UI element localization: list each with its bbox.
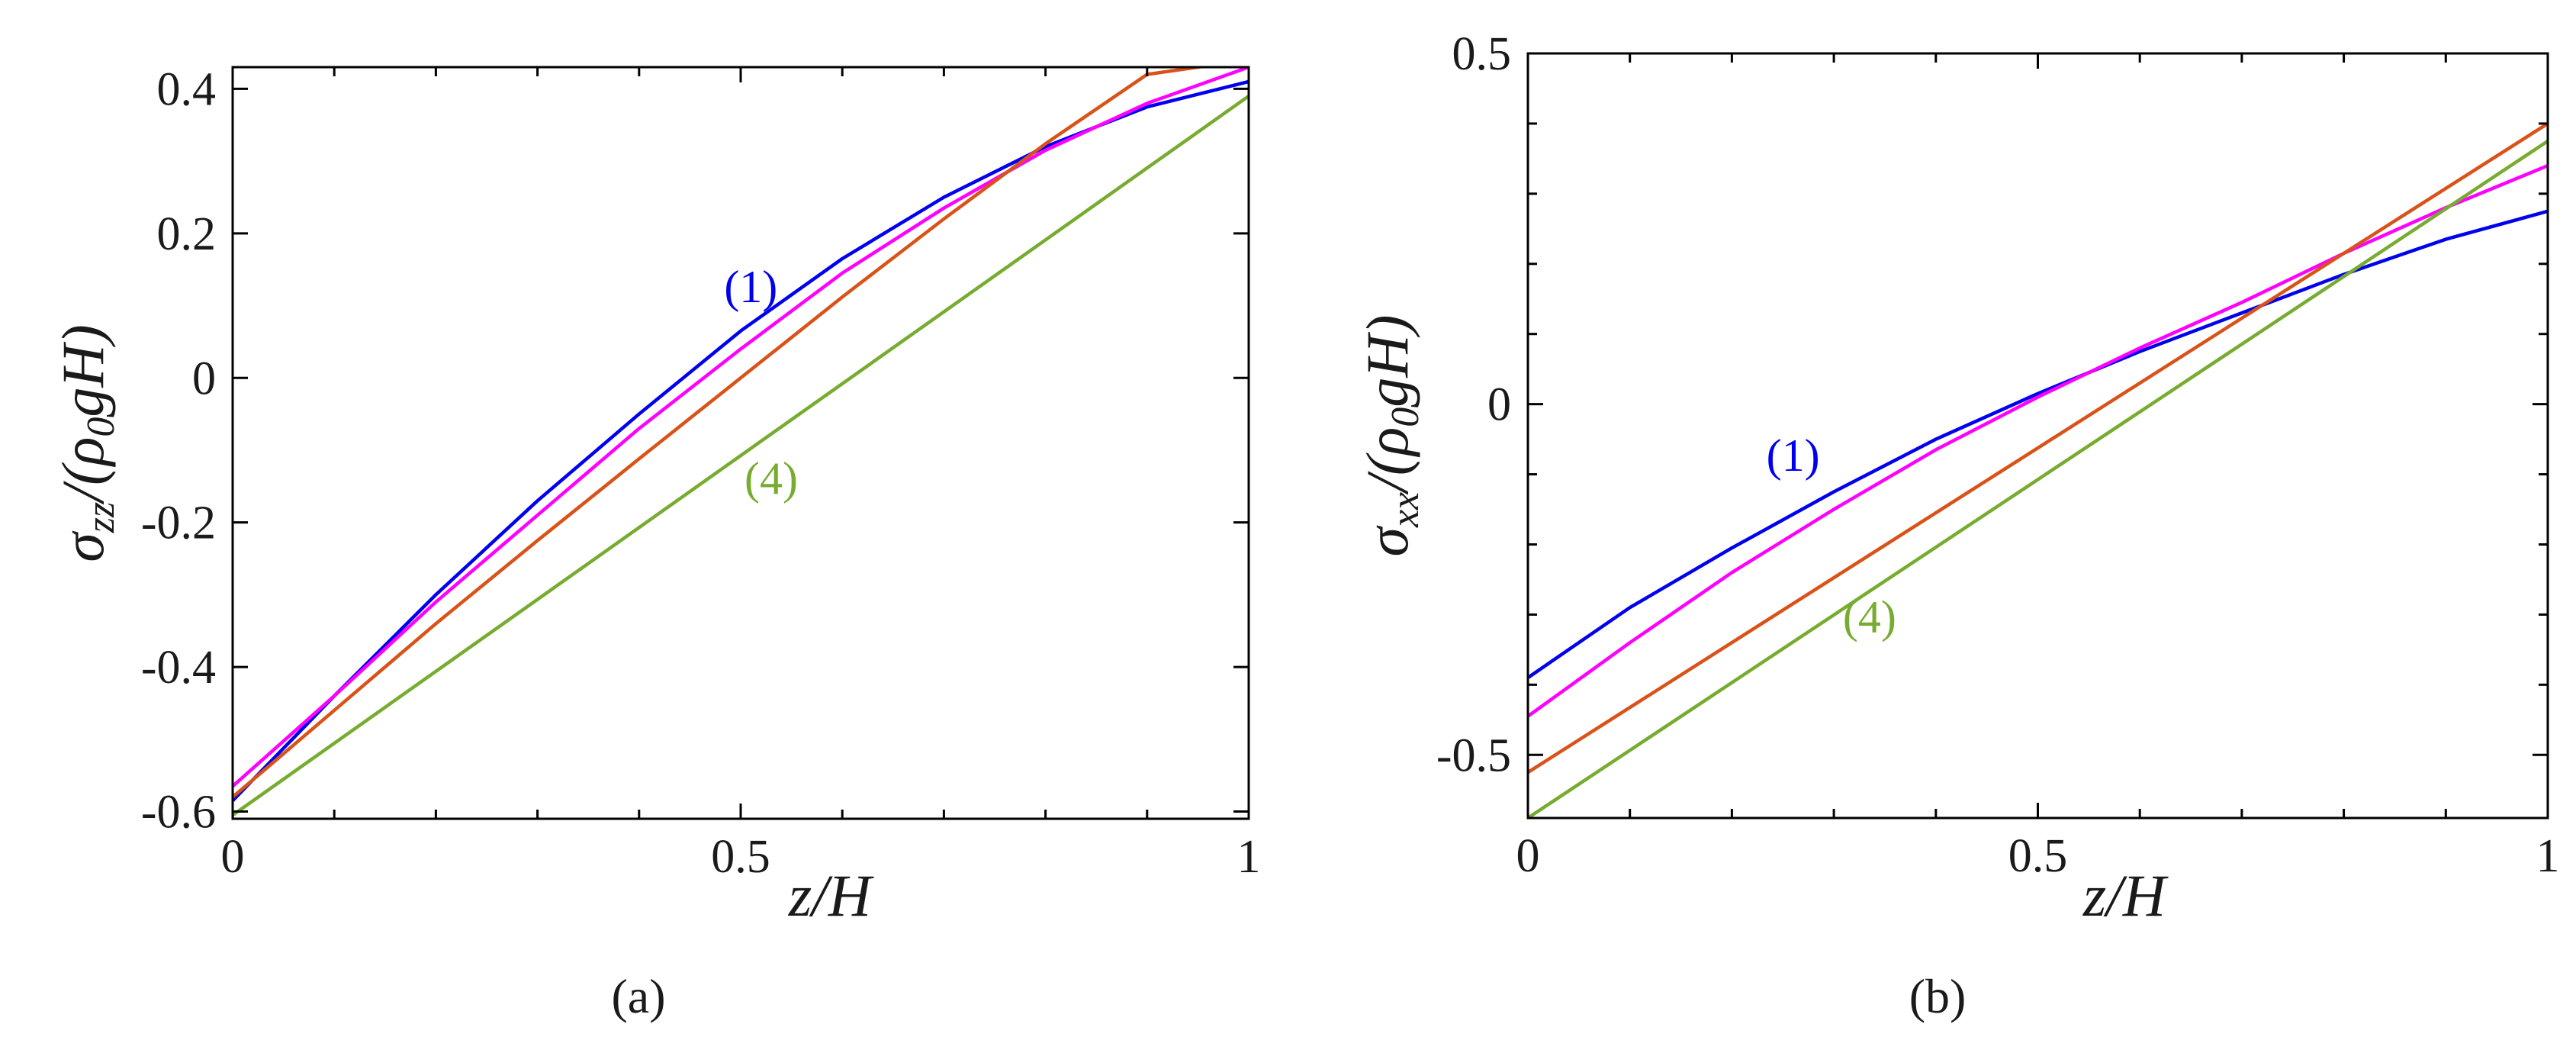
panel-a-ylabel-sym: σ	[50, 531, 116, 562]
panel-a-series-line-1	[233, 79, 1249, 803]
panel-a-ytick-label-3: 0	[192, 353, 216, 404]
panel-a-ylabel-sub1: zz	[79, 502, 123, 533]
panel-b-labels: z/H σxx/(ρ0gH) (b) 0 0.5 1-0.500.5(1)(4)	[1354, 28, 2560, 1023]
panel-b-ylabel-sym: σ	[1354, 526, 1420, 557]
panel-a-series-line-4	[233, 94, 1249, 817]
panel-b-caption: (b)	[1909, 969, 1967, 1023]
panel-a-xtick-label-2: 1	[1237, 831, 1261, 883]
chart-panel-a: z/H σzz/(ρ0gH) (a) 0 0.5 1-0.6-0.4-0.200.2…	[50, 63, 1261, 1023]
panel-a-xtick-label-0: 0	[221, 831, 245, 883]
panel-b-series-line-4	[1528, 139, 2548, 818]
panel-b-plot-frame	[1526, 52, 2549, 820]
panel-b-curve-label-1: (4)	[1843, 591, 1896, 642]
panel-b-xlabel: z/H	[2082, 862, 2169, 929]
panel-a-series-line-2	[233, 67, 1249, 788]
panel-b-series-line-3	[1528, 121, 2548, 775]
panel-a-ylabel: σzz/(ρ0gH)	[50, 324, 123, 562]
panel-b-ticks	[1526, 52, 2549, 818]
panel-b-ylabel-mid: /(ρ	[1354, 427, 1420, 495]
panel-a-ytick-label-0: -0.6	[141, 787, 216, 839]
panel-a-labels: z/H σzz/(ρ0gH) (a) 0 0.5 1-0.6-0.4-0.200.2…	[50, 63, 1261, 1023]
panel-a-marks	[233, 67, 1249, 817]
panel-a-caption: (a)	[611, 969, 665, 1023]
panel-b-xtick-label-2: 1	[2536, 830, 2560, 882]
panel-b-xtick-label-0: 0	[1516, 830, 1540, 882]
panel-b-series-line-2	[1528, 163, 2548, 718]
panel-a-ytick-label-4: 0.2	[157, 208, 217, 260]
panel-a-series-line-3	[233, 67, 1211, 799]
panel-a-ticks	[231, 67, 1250, 819]
panel-a-ylabel-mid: /(ρ	[50, 437, 116, 505]
panel-a-ytick-label-2: -0.2	[141, 498, 216, 549]
panel-a-xlabel: z/H	[788, 862, 874, 929]
panel-b-ytick-label-1: 0	[1487, 379, 1511, 431]
chart-panel-b: z/H σxx/(ρ0gH) (b) 0 0.5 1-0.500.5(1)(4)	[1354, 28, 2560, 1023]
panel-b-curve-label-0: (1)	[1767, 430, 1820, 481]
panel-b-ylabel: σxx/(ρ0gH)	[1354, 314, 1427, 556]
panel-b-ylabel-sub1: xx	[1384, 492, 1427, 528]
panel-b-ytick-label-0: -0.5	[1436, 729, 1511, 781]
panel-b-marks	[1528, 121, 2548, 818]
panel-a-curve-label-0: (1)	[724, 262, 777, 312]
panel-b-series-line-1	[1528, 209, 2548, 680]
panel-b-xtick-label-1: 0.5	[2008, 830, 2068, 882]
panel-a-curve-label-1: (4)	[744, 453, 798, 504]
panel-b-ylabel-tail: gH)	[1354, 314, 1420, 407]
panel-a-ytick-label-5: 0.4	[157, 63, 217, 115]
panel-a-ylabel-tail: gH)	[50, 324, 116, 417]
panel-b-ylabel-sub2: 0	[1384, 407, 1427, 427]
panel-a-ytick-label-1: -0.4	[141, 642, 216, 694]
panel-a-ylabel-sub2: 0	[79, 417, 123, 437]
panel-b-ytick-label-2: 0.5	[1452, 28, 1512, 80]
panel-a-xtick-label-1: 0.5	[711, 831, 770, 883]
